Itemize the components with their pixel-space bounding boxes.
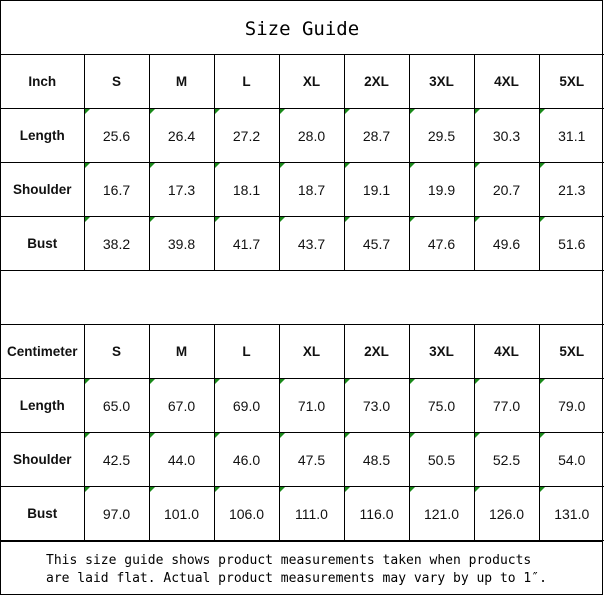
measurement-cell: 49.6 bbox=[473, 216, 540, 271]
measurement-cell: 26.4 bbox=[148, 108, 215, 163]
measurement-cell: 45.7 bbox=[343, 216, 410, 271]
size-header-m: M bbox=[148, 324, 215, 379]
measurement-cell: 97.0 bbox=[83, 486, 150, 541]
measurement-cell: 131.0 bbox=[538, 486, 604, 541]
measurement-cell: 52.5 bbox=[473, 432, 540, 487]
size-header-5xl: 5XL bbox=[538, 54, 604, 109]
row-label: Bust bbox=[1, 216, 85, 271]
size-header-xl: XL bbox=[278, 324, 345, 379]
size-header-3xl: 3XL bbox=[408, 324, 475, 379]
measurement-cell: 20.7 bbox=[473, 162, 540, 217]
measurement-cell: 48.5 bbox=[343, 432, 410, 487]
header-row: Inch S M L XL 2XL 3XL 4XL 5XL bbox=[1, 54, 604, 109]
unit-header: Inch bbox=[1, 54, 85, 109]
measurement-cell: 18.7 bbox=[278, 162, 345, 217]
measurement-cell: 18.1 bbox=[213, 162, 280, 217]
table-row-length: Length 25.6 26.4 27.2 28.0 28.7 29.5 30.3 31.1 bbox=[1, 108, 604, 163]
measurement-cell: 69.0 bbox=[213, 378, 280, 433]
measurement-cell: 16.7 bbox=[83, 162, 150, 217]
measurement-cell: 39.8 bbox=[148, 216, 215, 271]
unit-header: Centimeter bbox=[1, 324, 85, 379]
row-label: Shoulder bbox=[1, 162, 85, 217]
size-header-2xl: 2XL bbox=[343, 54, 410, 109]
page-title: Size Guide bbox=[1, 1, 603, 55]
size-header-4xl: 4XL bbox=[473, 54, 540, 109]
measurement-cell: 28.7 bbox=[343, 108, 410, 163]
size-header-4xl: 4XL bbox=[473, 324, 540, 379]
measurement-cell: 44.0 bbox=[148, 432, 215, 487]
row-label: Length bbox=[1, 108, 85, 163]
size-header-m: M bbox=[148, 54, 215, 109]
note-line-2: are laid flat. Actual product measuremen… bbox=[46, 571, 547, 586]
centimeter-table: Centimeter S M L XL 2XL 3XL 4XL 5XL Length 65.0 67.… bbox=[1, 324, 604, 541]
measurement-cell: 51.6 bbox=[538, 216, 604, 271]
measurement-cell: 47.5 bbox=[278, 432, 345, 487]
size-header-5xl: 5XL bbox=[538, 324, 604, 379]
measurement-cell: 31.1 bbox=[538, 108, 604, 163]
measurement-cell: 38.2 bbox=[83, 216, 150, 271]
table-row-shoulder: Shoulder 16.7 17.3 18.1 18.7 19.1 19.9 20.7 21.3 bbox=[1, 162, 604, 217]
measurement-cell: 65.0 bbox=[83, 378, 150, 433]
measurement-cell: 47.6 bbox=[408, 216, 475, 271]
measurement-cell: 126.0 bbox=[473, 486, 540, 541]
measurement-cell: 50.5 bbox=[408, 432, 475, 487]
measurement-cell: 79.0 bbox=[538, 378, 604, 433]
header-row: Centimeter S M L XL 2XL 3XL 4XL 5XL bbox=[1, 324, 604, 379]
measurement-cell: 77.0 bbox=[473, 378, 540, 433]
measurement-cell: 106.0 bbox=[213, 486, 280, 541]
measurement-cell: 116.0 bbox=[343, 486, 410, 541]
size-header-2xl: 2XL bbox=[343, 324, 410, 379]
blank-row bbox=[1, 271, 603, 325]
measurement-cell: 19.9 bbox=[408, 162, 475, 217]
size-note: This size guide shows product measuremen… bbox=[1, 541, 603, 595]
row-label: Shoulder bbox=[1, 432, 85, 487]
size-header-s: S bbox=[83, 324, 150, 379]
table-row-bust: Bust 97.0 101.0 106.0 111.0 116.0 121.0 126.0 13… bbox=[1, 486, 604, 541]
size-header-xl: XL bbox=[278, 54, 345, 109]
measurement-cell: 73.0 bbox=[343, 378, 410, 433]
measurement-cell: 121.0 bbox=[408, 486, 475, 541]
measurement-cell: 28.0 bbox=[278, 108, 345, 163]
measurement-cell: 29.5 bbox=[408, 108, 475, 163]
measurement-cell: 67.0 bbox=[148, 378, 215, 433]
measurement-cell: 25.6 bbox=[83, 108, 150, 163]
size-header-3xl: 3XL bbox=[408, 54, 475, 109]
measurement-cell: 46.0 bbox=[213, 432, 280, 487]
row-label: Bust bbox=[1, 486, 85, 541]
size-header-s: S bbox=[83, 54, 150, 109]
measurement-cell: 17.3 bbox=[148, 162, 215, 217]
measurement-cell: 43.7 bbox=[278, 216, 345, 271]
table-row-bust: Bust 38.2 39.8 41.7 43.7 45.7 47.6 49.6 51.6 bbox=[1, 216, 604, 271]
inch-table: Inch S M L XL 2XL 3XL 4XL 5XL Length 25.6 26.4 27.2 2… bbox=[1, 54, 604, 271]
measurement-cell: 111.0 bbox=[278, 486, 345, 541]
table-row-shoulder: Shoulder 42.5 44.0 46.0 47.5 48.5 50.5 52.5 54.0 bbox=[1, 432, 604, 487]
measurement-cell: 30.3 bbox=[473, 108, 540, 163]
measurement-cell: 42.5 bbox=[83, 432, 150, 487]
note-line-1: This size guide shows product measuremen… bbox=[46, 553, 532, 568]
size-header-l: L bbox=[213, 54, 280, 109]
size-header-l: L bbox=[213, 324, 280, 379]
measurement-cell: 41.7 bbox=[213, 216, 280, 271]
measurement-cell: 19.1 bbox=[343, 162, 410, 217]
measurement-cell: 21.3 bbox=[538, 162, 604, 217]
measurement-cell: 71.0 bbox=[278, 378, 345, 433]
row-label: Length bbox=[1, 378, 85, 433]
table-row-length: Length 65.0 67.0 69.0 71.0 73.0 75.0 77.0 79.0 bbox=[1, 378, 604, 433]
measurement-cell: 27.2 bbox=[213, 108, 280, 163]
measurement-cell: 101.0 bbox=[148, 486, 215, 541]
measurement-cell: 54.0 bbox=[538, 432, 604, 487]
measurement-cell: 75.0 bbox=[408, 378, 475, 433]
